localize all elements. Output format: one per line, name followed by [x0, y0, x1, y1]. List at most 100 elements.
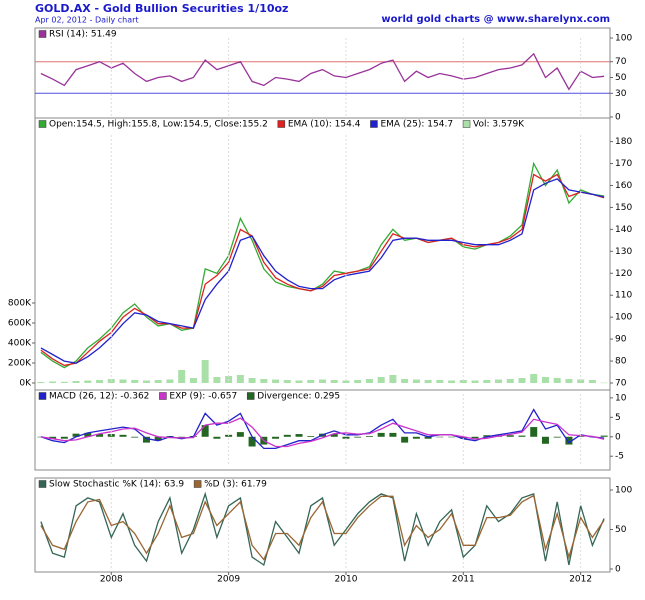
y-tick-label: 150 — [615, 203, 632, 213]
x-tick-label: 2008 — [100, 575, 123, 585]
bar — [565, 436, 573, 445]
bar — [424, 380, 432, 383]
bar — [72, 433, 80, 437]
y-tick-label: -5 — [615, 452, 624, 462]
panel-frame — [34, 389, 611, 471]
bar — [553, 378, 561, 383]
bar — [119, 379, 127, 383]
y-tick-label: 100 — [615, 486, 632, 496]
series-line — [40, 161, 605, 369]
bar — [142, 380, 150, 383]
bar — [236, 375, 244, 383]
y2-tick-label: 0K — [19, 379, 32, 389]
legend-label: RSI (14): 51.49 — [49, 30, 117, 40]
bar — [213, 436, 221, 439]
bar — [365, 379, 373, 383]
panel-frame — [34, 117, 611, 391]
bar — [342, 380, 350, 383]
bar — [72, 381, 80, 383]
legend-swatch — [277, 120, 286, 128]
legend-label: %D (3): 61.79 — [204, 480, 267, 490]
bar — [154, 380, 162, 383]
bar — [495, 379, 503, 383]
legend-swatch — [462, 120, 471, 128]
bar — [96, 434, 104, 437]
y-tick-label: 70 — [615, 379, 627, 389]
bar — [60, 381, 68, 383]
bar — [307, 436, 315, 437]
bar — [541, 377, 549, 383]
bar — [260, 379, 268, 383]
bar — [272, 436, 280, 439]
bar — [330, 434, 338, 437]
y-tick-label: 70 — [615, 57, 627, 67]
bar — [49, 436, 57, 439]
legend-label: Divergence: 0.295 — [257, 392, 340, 402]
bar — [248, 378, 256, 383]
legend-swatch — [38, 392, 47, 400]
legend-label: Open:154.5, High:155.8, Low:154.5, Close… — [49, 120, 268, 130]
bar — [178, 436, 186, 438]
x-tick-label: 2012 — [569, 575, 592, 585]
bar — [436, 436, 444, 438]
y-tick-label: 180 — [615, 137, 632, 147]
series-line — [40, 494, 605, 561]
legend-swatch — [38, 480, 47, 488]
bar — [84, 432, 92, 437]
bar — [307, 380, 315, 383]
y-tick-label: 10 — [615, 393, 627, 403]
panel-frame — [34, 27, 611, 119]
bar — [412, 436, 420, 439]
bar — [506, 379, 514, 383]
legend-swatch — [193, 480, 202, 488]
legend-label: Vol: 3.579K — [473, 120, 525, 130]
bar — [131, 380, 139, 383]
panel-frame — [34, 477, 611, 573]
legend-swatch — [38, 120, 47, 128]
legend-label: EMA (25): 154.7 — [380, 120, 453, 130]
bar — [541, 436, 549, 444]
y-tick-label: 140 — [615, 225, 632, 235]
y-tick-label: 130 — [615, 247, 632, 257]
series-line — [40, 408, 605, 450]
bar — [565, 379, 573, 383]
bar — [49, 381, 57, 383]
bar — [588, 380, 596, 383]
y-tick-label: 50 — [615, 73, 627, 83]
y-tick-label: 0 — [615, 565, 621, 575]
bar — [436, 380, 444, 383]
legend-swatch — [246, 392, 255, 400]
bar — [448, 436, 456, 438]
bar — [272, 379, 280, 383]
y-tick-label: 50 — [615, 525, 627, 535]
legend-label: MACD (26, 12): -0.362 — [49, 392, 149, 402]
bar — [401, 436, 409, 443]
bar — [342, 436, 350, 439]
bar — [600, 435, 608, 437]
bar — [377, 377, 385, 383]
y-tick-label: 120 — [615, 269, 632, 279]
bar — [330, 380, 338, 383]
bar — [577, 436, 585, 437]
y2-tick-label: 600K — [8, 319, 32, 329]
legend-swatch — [159, 392, 167, 400]
bar — [201, 360, 209, 383]
y-tick-label: 80 — [615, 357, 627, 367]
y-tick-label: 0 — [615, 113, 621, 123]
bar — [401, 379, 409, 383]
legend-swatch — [370, 120, 378, 128]
y-tick-label: 5 — [615, 413, 621, 423]
series-line — [40, 491, 605, 567]
y2-tick-label: 400K — [8, 339, 32, 349]
bar — [377, 432, 385, 437]
bar — [283, 380, 291, 383]
bar — [518, 378, 526, 383]
bar — [412, 379, 420, 383]
bar — [96, 380, 104, 383]
bar — [319, 379, 326, 383]
bar — [483, 380, 491, 383]
bar — [553, 436, 561, 438]
y-tick-label: 100 — [615, 34, 632, 44]
bar — [295, 380, 303, 383]
